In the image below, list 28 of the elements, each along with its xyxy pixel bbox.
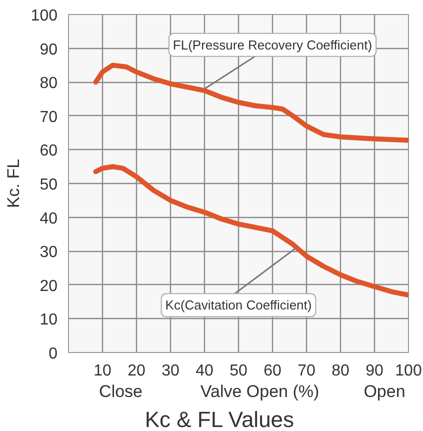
x-tick-label: 20 <box>128 362 146 380</box>
x-tick-label: 50 <box>230 362 248 380</box>
y-tick-label: 90 <box>40 41 58 58</box>
x-tick-label: 40 <box>196 362 214 380</box>
y-tick-label: 10 <box>40 312 58 329</box>
x-tick-label: 100 <box>395 362 422 380</box>
y-tick-label: 50 <box>40 176 58 194</box>
annotation: FL(Pressure Recovery Coefficient) <box>172 37 372 52</box>
text: Close <box>99 382 143 401</box>
y-axis-title: Kc. FL <box>4 158 23 208</box>
y-tick-label: 0 <box>48 346 58 362</box>
y-tick-label: 20 <box>40 278 58 295</box>
y-tick-label: 100 <box>30 8 58 24</box>
x-axis-title: Valve Open (%) <box>200 382 320 401</box>
y-tick-label: 30 <box>40 244 58 262</box>
x-tick-label: 60 <box>264 362 282 380</box>
x-tick-label: 70 <box>298 362 316 380</box>
y-tick-label: 80 <box>40 75 58 92</box>
y-tick-label: 70 <box>40 108 58 126</box>
x-tick-label: 80 <box>332 362 350 380</box>
x-tick-label: 90 <box>366 362 384 380</box>
text: Open <box>364 382 406 401</box>
x-tick-label: 30 <box>162 362 180 380</box>
x-tick-label: 10 <box>94 362 112 380</box>
annotation: Kc(Cavitation Coefficient) <box>165 298 312 313</box>
text: Kc & FL Values <box>144 407 294 431</box>
y-tick-label: 60 <box>40 142 58 160</box>
y-tick-label: 40 <box>40 210 58 228</box>
